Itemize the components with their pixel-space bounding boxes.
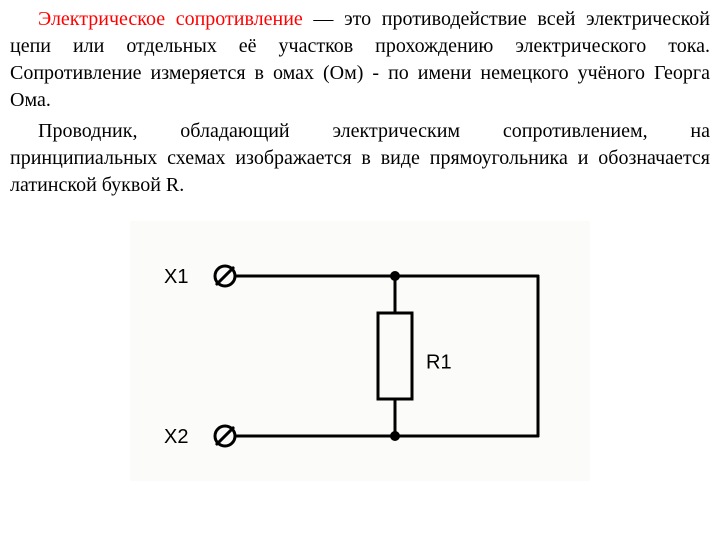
diagram-container: R1 X1 X2 <box>10 221 710 481</box>
paragraph-2-body: Проводник, обладающий электрическим сопр… <box>10 120 710 196</box>
svg-text:X2: X2 <box>164 426 188 448</box>
resistor-schematic: R1 X1 X2 <box>130 221 590 481</box>
svg-text:R1: R1 <box>426 351 452 373</box>
document-page: Электрическое сопротивление — это против… <box>0 0 720 540</box>
paragraph-2: Проводник, обладающий электрическим сопр… <box>10 118 710 199</box>
paragraph-1: Электрическое сопротивление — это против… <box>10 6 710 114</box>
schematic-svg: R1 X1 X2 <box>130 221 590 481</box>
svg-text:X1: X1 <box>164 266 188 288</box>
term-highlight: Электрическое сопротивление <box>38 8 303 30</box>
